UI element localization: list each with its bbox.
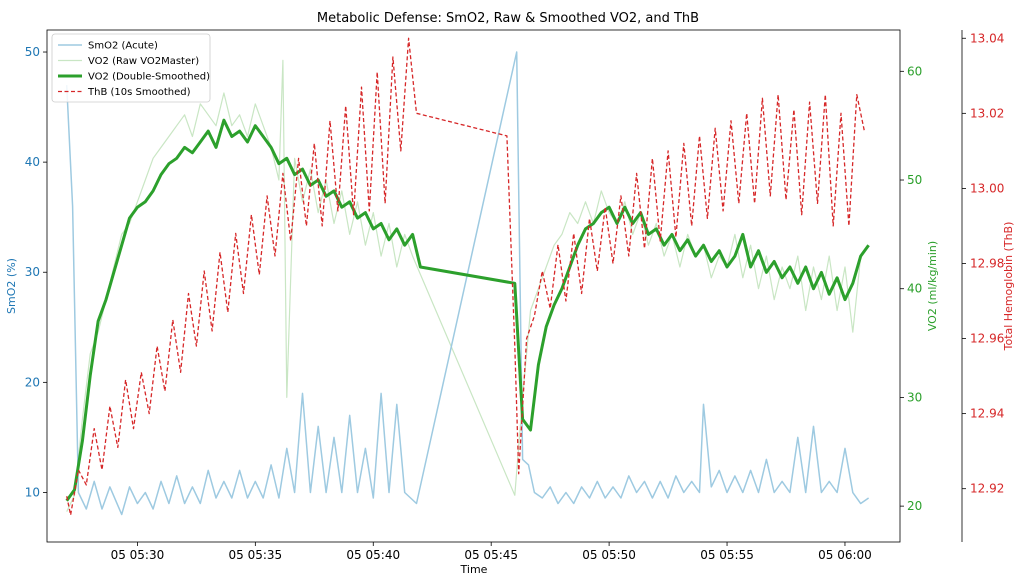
legend-label: VO2 (Raw VO2Master) <box>88 56 199 67</box>
thb-tick-label: 12.96 <box>970 332 1004 346</box>
legend-label: VO2 (Double-Smoothed) <box>88 72 210 83</box>
vo2-tick-label: 50 <box>907 173 922 187</box>
axes-layer: 05 05:30 05 05:35 05 05:40 05 05:45 05 05:50… <box>5 29 1015 562</box>
chart-title: Metabolic Defense: SmO2, Raw & Smoothed … <box>317 11 699 26</box>
vo2-tick-label: 30 <box>907 390 922 404</box>
thb-tick-label: 12.92 <box>970 482 1004 496</box>
series-line-1 <box>66 59 870 512</box>
x-tick-label: 05 05:55 <box>700 548 754 562</box>
legend: SmO2 (Acute) VO2 (Raw VO2Master) VO2 (Doub… <box>51 33 211 103</box>
smo2-axis-label: SmO2 (%) <box>5 258 18 314</box>
thb-tick-label: 13.00 <box>970 181 1004 195</box>
x-tick-label: 05 05:30 <box>111 548 165 562</box>
x-tick-label: 05 05:50 <box>582 548 636 562</box>
plot-frame <box>46 29 901 543</box>
smo2-tick-label: 10 <box>25 485 40 499</box>
smo2-tick-label: 30 <box>25 265 40 279</box>
series-line-3 <box>66 37 866 516</box>
series-line-0 <box>65 51 870 516</box>
x-tick-label: 05 06:00 <box>818 548 872 562</box>
legend-label: ThB (10s Smoothed) <box>87 87 191 98</box>
x-tick-label: 05 05:35 <box>229 548 283 562</box>
x-tick-label: 05 05:40 <box>346 548 400 562</box>
smo2-tick-label: 50 <box>25 45 40 59</box>
x-axis-label: Time <box>460 563 488 576</box>
thb-axis-label: Total Hemoglobin (ThB) <box>1002 222 1015 352</box>
vo2-tick-label: 40 <box>907 282 922 296</box>
legend-label: SmO2 (Acute) <box>88 41 158 52</box>
smo2-tick-label: 20 <box>25 375 40 389</box>
legend-box <box>51 33 211 103</box>
thb-tick-label: 13.04 <box>970 31 1004 45</box>
vo2-tick-label: 20 <box>907 499 922 513</box>
thb-tick-label: 12.98 <box>970 256 1004 270</box>
series-line-2 <box>65 118 870 502</box>
x-tick-label: 05 05:45 <box>464 548 518 562</box>
thb-tick-label: 12.94 <box>970 407 1004 421</box>
vo2-axis-label: VO2 (ml/kg/min) <box>926 241 939 331</box>
thb-tick-label: 13.02 <box>970 106 1004 120</box>
smo2-tick-label: 40 <box>25 155 40 169</box>
series-layer <box>65 37 870 516</box>
vo2-tick-label: 60 <box>907 64 922 78</box>
